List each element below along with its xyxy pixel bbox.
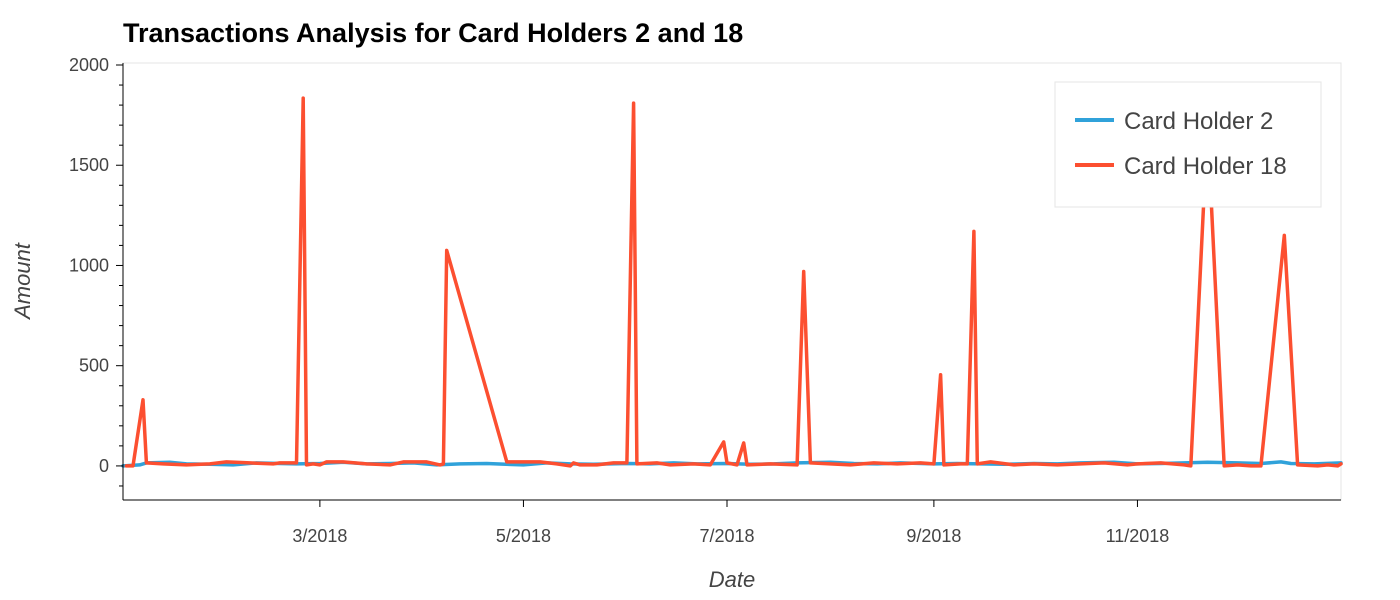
y-tick-label: 500 [79, 356, 109, 376]
x-axis-ticks: 3/2018 5/2018 7/2018 9/2018 11/2018 [292, 500, 1169, 546]
series-line-card-holder-18 [124, 96, 1343, 468]
y-tick-label: 1000 [69, 255, 109, 275]
x-tick-label: 7/2018 [699, 526, 754, 546]
legend: Card Holder 2 Card Holder 18 [1054, 81, 1322, 208]
y-tick-label: 0 [99, 456, 109, 476]
x-axis-label: Date [709, 567, 755, 592]
legend-label-card-holder-2: Card Holder 2 [1124, 108, 1273, 135]
y-tick-label: 2000 [69, 55, 109, 75]
x-tick-label: 3/2018 [292, 526, 347, 546]
y-tick-label: 1500 [69, 155, 109, 175]
chart-title: Transactions Analysis for Card Holders 2… [123, 18, 743, 48]
legend-label-card-holder-18: Card Holder 18 [1124, 153, 1287, 180]
y-axis-ticks: 0 500 1000 1500 2000 [69, 55, 123, 487]
y-axis-label: Amount [10, 242, 35, 321]
x-tick-label: 5/2018 [496, 526, 551, 546]
series-layer [121, 96, 1343, 468]
legend-box [1054, 81, 1322, 208]
x-tick-label: 11/2018 [1106, 526, 1170, 546]
x-tick-label: 9/2018 [906, 526, 961, 546]
